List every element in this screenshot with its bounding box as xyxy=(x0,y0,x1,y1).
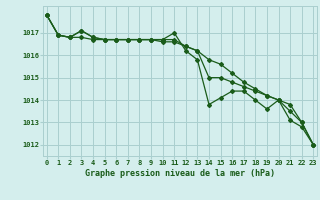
X-axis label: Graphe pression niveau de la mer (hPa): Graphe pression niveau de la mer (hPa) xyxy=(85,169,275,178)
